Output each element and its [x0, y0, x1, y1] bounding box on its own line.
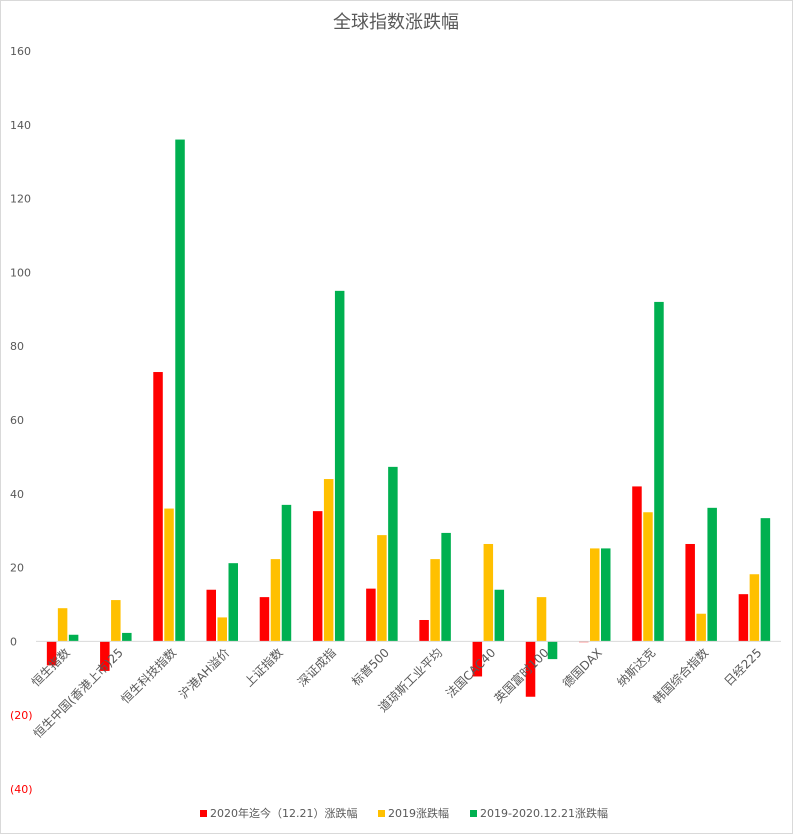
bar-2 [430, 559, 440, 642]
bar-2 [483, 543, 494, 642]
bar-3 [281, 504, 292, 642]
bar-2 [111, 600, 121, 642]
bar-3 [707, 507, 717, 642]
y-axis: 160 140 120 100 80 60 40 20 0 (20) (40) [10, 45, 33, 796]
bar-1 [206, 589, 216, 642]
bar-2 [57, 608, 68, 642]
bar-2 [323, 479, 334, 642]
y-tick-label: 0 [10, 635, 17, 648]
bar-1 [312, 511, 323, 642]
bar-1 [685, 543, 695, 642]
bar-3 [494, 589, 505, 642]
bar-1 [46, 641, 57, 666]
bar-1 [100, 641, 110, 671]
bar-3 [441, 532, 451, 642]
y-tick-label: 140 [10, 119, 31, 132]
bar-3 [68, 634, 79, 642]
bar-1 [366, 588, 376, 642]
bar-1 [259, 597, 270, 642]
bar-2 [536, 597, 547, 642]
legend: 2020年迄今（12.21）涨跌幅 2019涨跌幅 2019-2020.12.21涨… [200, 806, 608, 820]
bar-2 [270, 559, 281, 642]
bar-3 [547, 641, 558, 660]
bar-2 [749, 574, 760, 642]
y-tick-label: 20 [10, 562, 24, 575]
legend-label: 2019-2020.12.21涨跌幅 [480, 806, 608, 820]
bar-3 [760, 518, 771, 642]
bar-3 [601, 548, 611, 642]
bar-1 [153, 372, 163, 642]
y-tick-label: 60 [10, 414, 24, 427]
bar-1 [632, 486, 642, 642]
bar-3 [122, 632, 132, 642]
bar-3 [228, 563, 238, 642]
bar-3 [388, 466, 398, 642]
bar-2 [217, 617, 227, 642]
bar-1 [525, 641, 536, 697]
y-tick-label: 100 [10, 266, 31, 279]
bar-3 [654, 301, 664, 642]
bar-1 [738, 594, 749, 642]
legend-swatch [470, 810, 477, 817]
bar-2 [643, 512, 653, 642]
legend-swatch [200, 810, 207, 817]
bars [46, 139, 771, 697]
bar-2 [590, 548, 600, 642]
legend-swatch [378, 810, 385, 817]
legend-label: 2019涨跌幅 [388, 806, 449, 820]
legend-label: 2020年迄今（12.21）涨跌幅 [210, 806, 357, 820]
chart-title: 全球指数涨跌幅 [333, 12, 459, 33]
bar-3 [175, 139, 185, 642]
y-tick-label: 40 [10, 488, 24, 501]
y-tick-label: 120 [10, 193, 31, 206]
bar-2 [164, 508, 174, 642]
y-tick-label: 160 [10, 45, 31, 58]
bar-1 [472, 641, 483, 677]
bar-2 [377, 535, 387, 642]
y-tick-label: 80 [10, 340, 24, 353]
bar-1 [419, 619, 429, 642]
y-tick-label: (40) [10, 783, 33, 796]
y-tick-label: (20) [10, 709, 33, 722]
bar-2 [696, 613, 706, 642]
bar-3 [334, 290, 345, 642]
